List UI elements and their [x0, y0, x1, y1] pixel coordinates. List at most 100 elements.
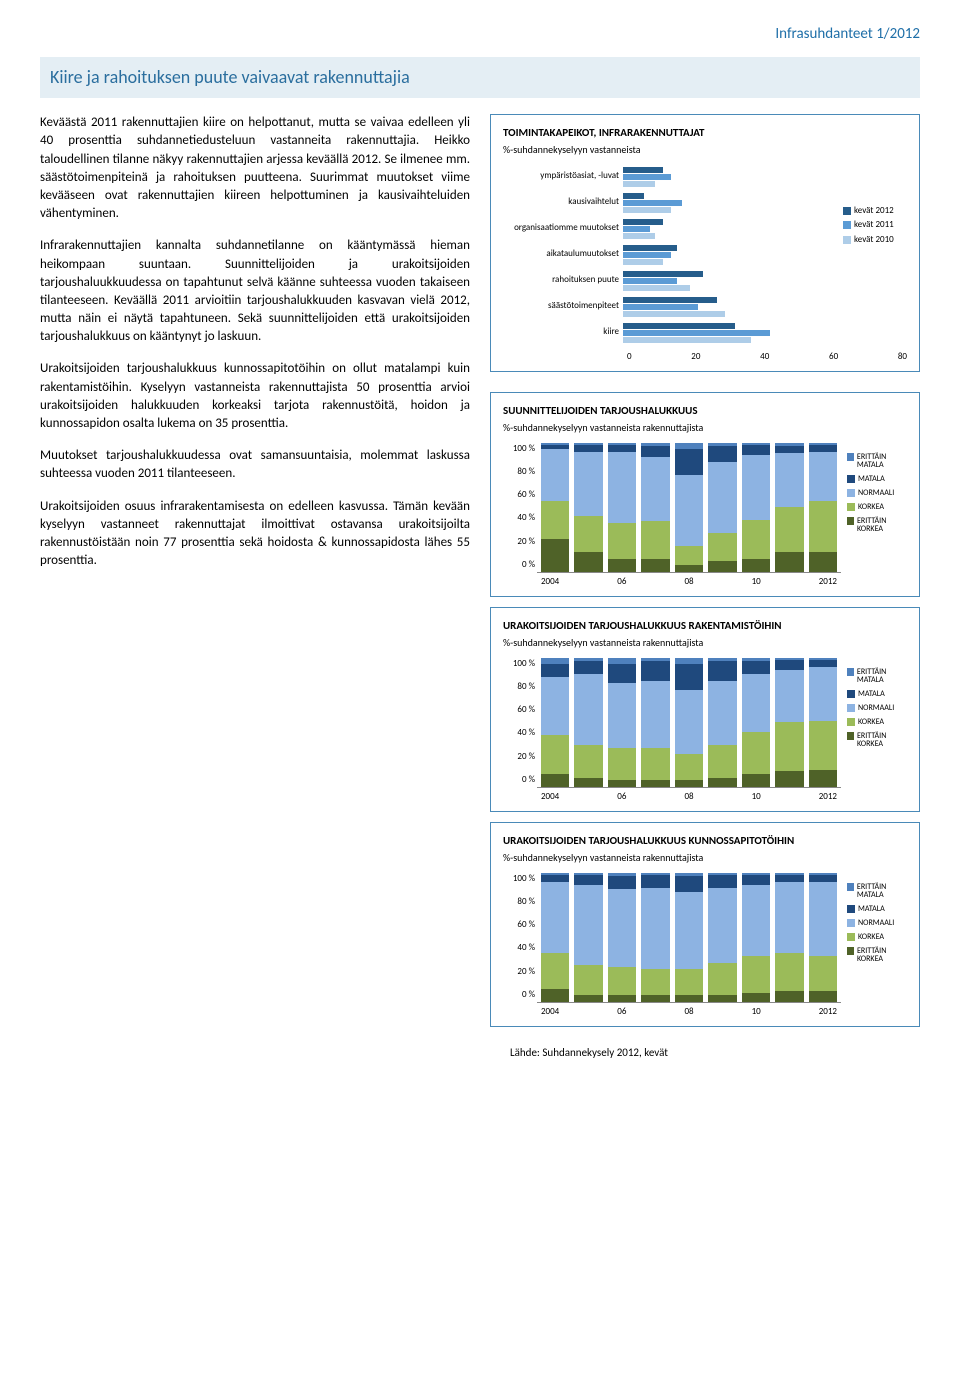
- axis-tick: 20: [691, 351, 700, 364]
- chart-stacked: SUUNNITTELIJOIDEN TARJOUSHALUKKUUS%-suhd…: [490, 392, 920, 597]
- bar-segment: [775, 722, 803, 771]
- hbar-label: kiire: [503, 326, 623, 339]
- chart-title: TOIMINTAKAPEIKOT, INFRARAKENNUTTAJAT: [503, 125, 907, 140]
- paragraph: Urakoitsijoiden osuus infrarakentamisest…: [40, 498, 470, 571]
- hbar-label: kausivaihtelut: [503, 196, 623, 209]
- bar-segment: [742, 956, 770, 992]
- bar-segment: [775, 507, 803, 552]
- bar-segment: [574, 965, 602, 995]
- chart-toimintakapeikot: TOIMINTAKAPEIKOT, INFRARAKENNUTTAJAT %-s…: [490, 114, 920, 372]
- hbar-row: kausivaihtelut: [503, 191, 837, 215]
- axis-tick: 60 %: [507, 704, 535, 717]
- bar-segment: [675, 876, 703, 891]
- axis-tick: 100 %: [507, 658, 535, 671]
- bar-segment: [809, 667, 837, 721]
- bar-segment: [641, 875, 669, 888]
- legend-swatch: [847, 503, 855, 511]
- hbar-segment: [623, 278, 677, 284]
- axis-tick: 08: [684, 1006, 693, 1019]
- bar-segment: [608, 452, 636, 523]
- legend-swatch: [847, 883, 854, 891]
- legend-label: kevät 2010: [854, 234, 894, 247]
- stacked-bar: [641, 658, 669, 787]
- source-footer: Lähde: Suhdannekysely 2012, kevät: [510, 1045, 920, 1060]
- legend-item: ERITTÄIN MATALA: [847, 668, 907, 686]
- hbar-row: kiire: [503, 321, 837, 345]
- legend-item: ERITTÄIN KORKEA: [847, 517, 907, 535]
- legend-item: ERITTÄIN MATALA: [847, 883, 907, 901]
- stacked-bar: [641, 873, 669, 1002]
- legend-label: ERITTÄIN KORKEA: [857, 947, 907, 965]
- legend-swatch: [847, 718, 855, 726]
- axis-tick: 10: [752, 576, 761, 589]
- stacked-bar: [608, 873, 636, 1002]
- legend-label: ERITTÄIN MATALA: [857, 668, 907, 686]
- bar-segment: [675, 475, 703, 546]
- axis-tick: 2012: [819, 791, 837, 804]
- legend-item: NORMAALI: [847, 919, 907, 928]
- bar-segment: [742, 885, 770, 956]
- axis-tick: 40 %: [507, 512, 535, 525]
- hbar-row: ympäristöasiat, -luvat: [503, 165, 837, 189]
- stacked-bar: [641, 443, 669, 572]
- hbar-label: aikataulumuutokset: [503, 248, 623, 261]
- bar-segment: [608, 748, 636, 780]
- bar-segment: [809, 452, 837, 501]
- axis-tick: 0 %: [507, 774, 535, 787]
- chart-legend: ERITTÄIN MATALAMATALANORMAALIKORKEAERITT…: [847, 453, 907, 589]
- hbar-segment: [623, 304, 698, 310]
- legend-item: NORMAALI: [847, 704, 907, 713]
- bar-segment: [574, 674, 602, 745]
- legend-label: KORKEA: [858, 933, 884, 942]
- legend-label: ERITTÄIN MATALA: [857, 883, 907, 901]
- hbar-segment: [623, 181, 655, 187]
- axis-tick: 80 %: [507, 681, 535, 694]
- legend-swatch: [847, 947, 854, 955]
- bar-segment: [775, 552, 803, 571]
- axis-tick: 40 %: [507, 942, 535, 955]
- hbar-label: organisaatiomme muutokset: [503, 222, 623, 235]
- hbar-segment: [623, 200, 682, 206]
- hbar-segment: [623, 252, 671, 258]
- stacked-bar: [541, 443, 569, 572]
- bar-segment: [775, 991, 803, 1001]
- hbar-segment: [623, 285, 690, 291]
- bar-segment: [708, 745, 736, 777]
- bar-segment: [608, 967, 636, 995]
- bar-segment: [608, 995, 636, 1001]
- bar-segment: [742, 661, 770, 674]
- bar-segment: [541, 882, 569, 953]
- legend-swatch: [847, 475, 855, 483]
- chart-legend: ERITTÄIN MATALAMATALANORMAALIKORKEAERITT…: [847, 668, 907, 804]
- hbar-segment: [623, 337, 751, 343]
- axis-tick: 2004: [541, 1006, 559, 1019]
- bar-segment: [541, 989, 569, 1002]
- bar-segment: [541, 449, 569, 501]
- legend-label: NORMAALI: [858, 919, 894, 928]
- hbar-row: organisaatiomme muutokset: [503, 217, 837, 241]
- bar-segment: [742, 559, 770, 572]
- stacked-bar: [809, 873, 837, 1002]
- bar-segment: [675, 565, 703, 571]
- legend-item: kevät 2010: [843, 234, 907, 247]
- legend-label: kevät 2011: [854, 219, 894, 232]
- axis-tick: 20 %: [507, 751, 535, 764]
- bar-segment: [574, 875, 602, 885]
- hbar-label: rahoituksen puute: [503, 274, 623, 287]
- stacked-bar: [775, 873, 803, 1002]
- axis-tick: 0 %: [507, 559, 535, 572]
- chart-subtitle: %-suhdannekyselyyn vastanneista rakennut…: [503, 851, 907, 865]
- hbar-segment: [623, 259, 663, 265]
- hbar-segment: [623, 226, 650, 232]
- axis-tick: 0 %: [507, 989, 535, 1002]
- chart-stacked: URAKOITSIJOIDEN TARJOUSHALUKKUUS KUNNOSS…: [490, 822, 920, 1027]
- bar-segment: [574, 885, 602, 965]
- bar-segment: [641, 661, 669, 680]
- axis-tick: 10: [752, 791, 761, 804]
- axis-tick: 08: [684, 791, 693, 804]
- hbar-segment: [623, 323, 735, 329]
- axis-tick: 80: [898, 351, 907, 364]
- axis-tick: 2004: [541, 576, 559, 589]
- bar-segment: [775, 660, 803, 670]
- bar-segment: [641, 521, 669, 558]
